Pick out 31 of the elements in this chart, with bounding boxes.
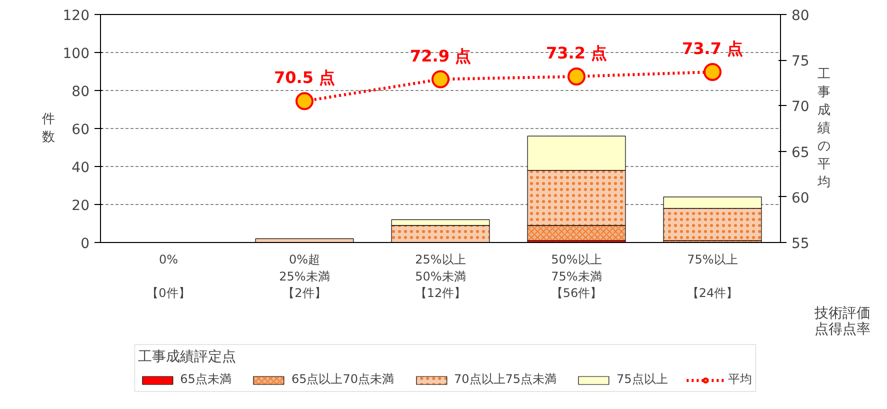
legend-label: 70点以上75点未満 <box>454 371 557 388</box>
y2-tick-label: 80 <box>792 8 810 24</box>
y-tick-label: 40 <box>72 160 90 176</box>
x-tick-label: 0%超25%未満【2件】 <box>279 252 330 300</box>
y2-tick-label: 55 <box>792 236 810 252</box>
y-tick-label: 100 <box>62 46 90 62</box>
y-axis-title: 件数 <box>42 112 55 145</box>
y-tick-label: 0 <box>80 236 90 252</box>
legend-label: 平均 <box>728 371 752 388</box>
y-tick-label: 80 <box>72 84 90 100</box>
y2-tick-label: 70 <box>792 99 810 116</box>
data-label: 72.9 点 <box>410 46 472 66</box>
legend-label: 65点以上70点未満 <box>291 371 394 388</box>
legend-label: 75点以上 <box>616 371 668 388</box>
x-tick-label: 25%以上50%未満【12件】 <box>414 252 466 300</box>
legend-label: 65点未満 <box>180 371 232 388</box>
y2-tick-label: 75 <box>792 54 810 70</box>
category-label: 0%【0件】 <box>146 252 190 300</box>
legend-title: 工事成績評定点 <box>138 348 238 366</box>
y2-axis-title: 工事成績の平均 <box>816 67 830 190</box>
y-tick-label: 20 <box>72 198 90 214</box>
data-label: 70.5 点 <box>274 68 336 88</box>
data-label: 73.7 点 <box>682 38 744 58</box>
y-tick-label: 120 <box>62 8 90 24</box>
y-tick-label: 60 <box>72 122 90 138</box>
y2-tick-label: 65 <box>792 144 810 161</box>
category-label: 75%以上【24件】 <box>686 252 738 300</box>
x-axis-title: 技術評価点得点率 <box>814 306 870 338</box>
x-tick-label: 50%以上75%未満【56件】 <box>550 252 602 300</box>
y2-tick-label: 60 <box>792 190 810 206</box>
data-label: 73.2 点 <box>546 44 608 63</box>
